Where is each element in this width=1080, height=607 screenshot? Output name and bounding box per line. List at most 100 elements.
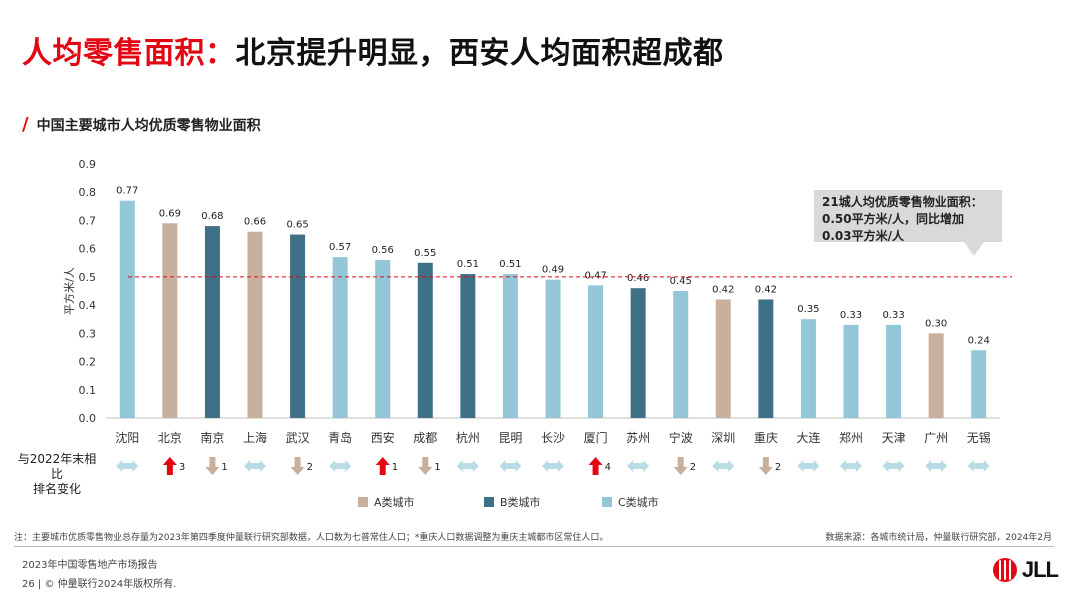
summary-callout: 21城人均优质零售物业面积： 0.50平方米/人，同比增加 0.03平方米/人 (814, 190, 1002, 256)
rank-same-arrow-icon (456, 460, 479, 472)
category-label: 郑州 (839, 430, 863, 445)
y-tick-label: 0.5 (79, 271, 97, 284)
bar (162, 223, 178, 418)
legend-swatch-b (484, 497, 494, 507)
value-label: 0.77 (116, 186, 138, 197)
y-tick-label: 0.6 (79, 243, 97, 256)
value-label: 0.56 (372, 245, 394, 256)
rank-same-arrow-icon (797, 460, 820, 472)
rank-same-arrow-icon (712, 460, 735, 472)
rank-up-arrow-icon (162, 457, 177, 475)
category-label: 北京 (158, 431, 182, 445)
rank-down-arrow-icon (205, 457, 220, 475)
rank-change-value: 4 (605, 462, 611, 473)
bar (204, 226, 220, 418)
rank-same-arrow-icon (244, 460, 266, 472)
y-tick-label: 0.4 (79, 299, 97, 312)
category-label: 杭州 (456, 430, 480, 445)
rank-change-value: 1 (434, 462, 440, 473)
bar (332, 257, 348, 418)
rank-down-arrow-icon (758, 457, 773, 475)
value-label: 0.57 (329, 242, 351, 253)
rank-same-arrow-icon (840, 460, 862, 472)
rank-down-arrow-icon (418, 457, 433, 475)
y-tick-label: 0.0 (79, 412, 97, 425)
slash-icon: / (22, 114, 29, 135)
bar (119, 200, 135, 418)
bar (630, 288, 646, 418)
value-label: 0.33 (882, 310, 904, 321)
y-tick-label: 0.7 (79, 214, 97, 227)
legend-swatch-c (602, 497, 612, 507)
value-label: 0.47 (584, 270, 606, 281)
bar (758, 299, 774, 418)
category-label: 苏州 (626, 431, 650, 445)
divider (14, 546, 1054, 547)
legend-item-b: B类城市 (484, 494, 541, 510)
legend-item-c: C类城市 (602, 494, 659, 510)
bar (588, 285, 604, 418)
value-label: 0.68 (201, 211, 223, 222)
category-label: 厦门 (584, 430, 608, 445)
rank-same-arrow-icon (882, 460, 905, 472)
bar (417, 262, 433, 418)
report-name: 2023年中国零售地产市场报告 (22, 560, 158, 571)
value-label: 0.51 (457, 259, 479, 270)
value-label: 0.33 (840, 310, 862, 321)
rank-same-arrow-icon (116, 460, 139, 472)
data-source: 数据来源：各城市统计局，仲量联行研究部，2024年2月 (825, 533, 1052, 543)
rank-down-arrow-icon (673, 457, 688, 475)
rank-same-arrow-icon (499, 460, 522, 472)
chart-title: / 中国主要城市人均优质零售物业面积 (22, 114, 261, 135)
rank-same-arrow-icon (627, 460, 650, 472)
value-label: 0.30 (925, 318, 947, 329)
category-label: 重庆 (754, 431, 778, 445)
bar (375, 259, 391, 418)
y-tick-label: 0.9 (79, 158, 97, 171)
rank-up-arrow-icon (375, 457, 390, 475)
rank-change-value: 2 (690, 462, 696, 473)
rank-change-value: 2 (307, 462, 313, 473)
value-label: 0.46 (627, 273, 649, 284)
footnote: 注：主要城市优质零售物业总存量为2023年第四季度仲量联行研究部数据，人口数为七… (14, 533, 609, 543)
value-label: 0.42 (755, 284, 777, 295)
value-label: 0.49 (542, 265, 564, 276)
bar (502, 274, 518, 418)
bar (247, 231, 263, 418)
bar (800, 319, 816, 418)
legend-item-a: A类城市 (358, 494, 415, 510)
value-label: 0.65 (286, 220, 308, 231)
category-label: 昆明 (498, 431, 522, 445)
bar (673, 291, 689, 418)
category-label: 沈阳 (115, 430, 139, 445)
rank-change-value: 1 (221, 462, 227, 473)
value-label: 0.35 (797, 304, 819, 315)
bar (928, 333, 944, 418)
value-label: 0.42 (712, 284, 734, 295)
jll-logo: JLL (992, 556, 1059, 584)
value-label: 0.69 (159, 208, 181, 219)
category-label: 天津 (882, 431, 906, 445)
rank-change-value: 1 (392, 462, 398, 473)
value-label: 0.51 (499, 259, 521, 270)
category-label: 长沙 (541, 431, 565, 445)
bar (290, 234, 306, 418)
bar (886, 324, 902, 418)
category-label: 无锡 (967, 430, 991, 445)
rank-change-value: 2 (775, 462, 781, 473)
rank-same-arrow-icon (925, 460, 948, 472)
value-label: 0.55 (414, 248, 436, 259)
jll-logo-icon (992, 558, 1017, 582)
bar (460, 274, 476, 418)
y-tick-label: 0.2 (79, 356, 97, 369)
category-label: 上海 (243, 430, 267, 445)
category-label: 广州 (924, 431, 948, 445)
rank-down-arrow-icon (290, 457, 305, 475)
bar (971, 350, 987, 418)
value-label: 0.45 (670, 276, 692, 287)
category-label: 西安 (371, 430, 395, 445)
copyright: 26 | © 仲量联行2024年版权所有. (22, 579, 177, 590)
rank-change-label: 与2022年末相比 排名变化 (17, 452, 97, 496)
category-label: 青岛 (328, 430, 352, 445)
